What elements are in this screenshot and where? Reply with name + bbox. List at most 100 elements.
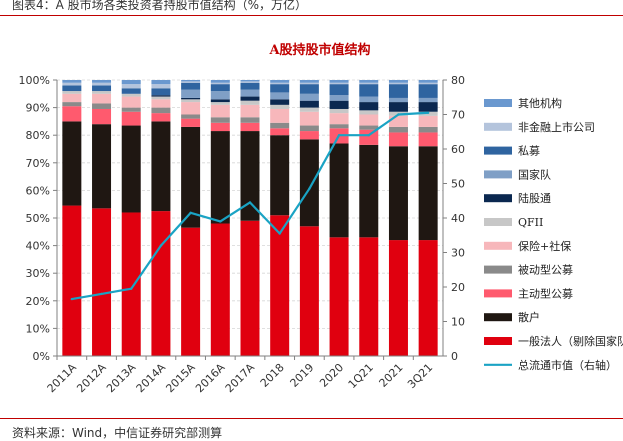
legend-label: QFII (518, 216, 543, 229)
x-tick-label: 2021 (377, 361, 406, 390)
bar-segment (210, 80, 230, 83)
bar-segment (270, 80, 290, 83)
bar-segment (299, 111, 319, 126)
bar-segment (210, 102, 230, 105)
bar-segment (181, 99, 201, 103)
x-tick-label: 2011A (45, 361, 80, 396)
bar-segment (270, 135, 290, 216)
bar-segment (359, 144, 379, 238)
bar-segment (359, 84, 379, 97)
bar-segment (62, 93, 82, 103)
bar-segment (329, 113, 349, 125)
bar-segment (418, 146, 438, 241)
bar-segment (62, 205, 82, 356)
bar-segment (92, 82, 112, 86)
bar-segment (181, 102, 201, 115)
bar-segment (329, 95, 349, 101)
bar-segment (62, 102, 82, 107)
bar-segment (210, 117, 230, 123)
bar-segment (270, 128, 290, 136)
bar-segment (121, 107, 141, 112)
bar-segment (299, 131, 319, 140)
bar-segment (418, 240, 438, 356)
bar-segment (418, 126, 438, 133)
legend-label: 私募 (518, 145, 540, 158)
left-tick-label: 10% (26, 322, 50, 335)
left-tick-label: 20% (26, 295, 50, 308)
bar-segment (210, 99, 230, 103)
bar-segment (329, 100, 349, 109)
bar-segment (181, 82, 201, 90)
line-point (159, 244, 163, 247)
legend-label: 陆股通 (518, 191, 551, 205)
legend-swatch (484, 122, 512, 131)
bar-segment (329, 80, 349, 83)
line-point (189, 211, 192, 215)
bar-segment (151, 95, 171, 97)
right-tick-label: 60 (451, 143, 465, 156)
bar-segment (240, 96, 260, 101)
bar-segment (240, 104, 260, 118)
bar-segment (62, 82, 82, 86)
bar-segment (299, 100, 319, 108)
bar-segment (388, 84, 408, 98)
right-tick-label: 40 (451, 212, 465, 225)
left-tick-label: 100% (19, 74, 50, 87)
bar-segment (299, 84, 319, 94)
line-point (100, 292, 103, 296)
legend-swatch (484, 170, 512, 179)
bar-segment (121, 125, 141, 213)
bar-segment (121, 84, 141, 89)
bar-segment (181, 89, 201, 98)
line-point (278, 232, 281, 235)
bar-segment (329, 108, 349, 114)
legend-swatch (484, 194, 512, 203)
bar-segment (359, 129, 379, 145)
right-tick-label: 70 (451, 109, 465, 122)
bar-segment (121, 88, 141, 94)
legend-swatch (484, 337, 512, 345)
bar-segment (151, 107, 171, 114)
bar-segment (388, 146, 408, 241)
bar-segment (240, 89, 260, 97)
bar-segment (121, 111, 141, 126)
bar-segment (240, 122, 260, 132)
bar-segment (270, 104, 290, 109)
bar-segment (418, 115, 438, 127)
right-tick-label: 10 (451, 316, 465, 329)
left-tick-label: 90% (26, 102, 50, 115)
bar-segment (151, 211, 171, 356)
bar-segment (270, 84, 290, 93)
bar-segment (121, 212, 141, 356)
bar-segment (270, 92, 290, 100)
bar-segment (121, 93, 141, 97)
bar-segment (151, 84, 171, 89)
right-tick-label: 80 (451, 74, 465, 87)
bar-segment (151, 96, 171, 100)
bar-segment (181, 118, 201, 127)
bar-segment (359, 96, 379, 103)
bar-segment (270, 108, 290, 123)
bar-segment (388, 97, 408, 103)
bar-segment (92, 108, 112, 125)
bar-segment (299, 139, 319, 227)
chart-title: A股持股市值结构 (268, 42, 370, 58)
bar-segment (181, 114, 201, 119)
bar-segment (299, 82, 319, 85)
bar-segment (92, 93, 112, 104)
bar-segment (181, 126, 201, 228)
bar-segment (210, 91, 230, 100)
legend-label: 一般法人（剔除国家队） (518, 334, 623, 348)
x-tick-label: 2015A (163, 361, 198, 396)
bar-segment (299, 80, 319, 83)
bar-segment (181, 80, 201, 82)
bar-segment (92, 80, 112, 83)
bar-segment (418, 80, 438, 83)
line-point (397, 113, 400, 116)
line-point (219, 220, 222, 223)
right-tick-label: 50 (451, 178, 465, 191)
bar-segment (62, 80, 82, 83)
bar-segment (210, 82, 230, 85)
right-tick-label: 0 (451, 350, 458, 363)
